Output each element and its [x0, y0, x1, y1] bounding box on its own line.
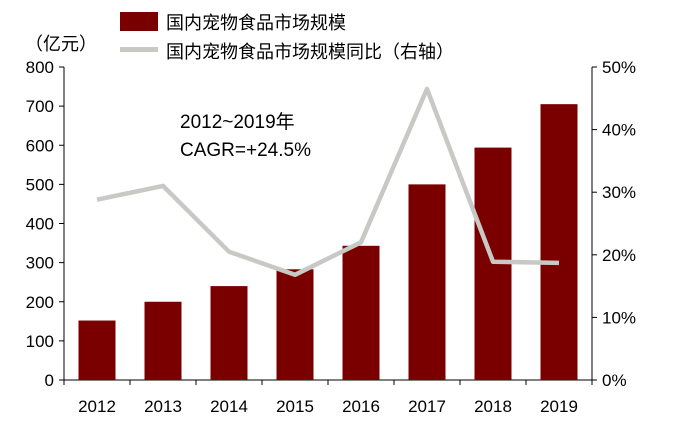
bars-group [78, 104, 578, 380]
y-right-tick-label: 50% [602, 58, 636, 77]
y-left-tick-label: 600 [26, 136, 54, 155]
cagr-annotation-line1: 2012~2019年 [180, 111, 295, 133]
bar-2012 [78, 320, 116, 380]
bar-2014 [210, 286, 248, 380]
x-tick-label: 2013 [144, 397, 182, 416]
y-left-tick-label: 100 [26, 332, 54, 351]
y-right-tick-label: 30% [602, 183, 636, 202]
x-tick-label: 2012 [78, 397, 116, 416]
y-right-tick-label: 0% [602, 371, 627, 390]
legend-bar-label: 国内宠物食品市场规模 [166, 13, 346, 34]
y-left-tick-label: 300 [26, 254, 54, 273]
legend-line-swatch [120, 47, 158, 52]
legend-bar-swatch [120, 12, 158, 31]
x-tick-label: 2017 [408, 397, 446, 416]
x-tick-label: 2016 [342, 397, 380, 416]
ticks-group: 0 100 200 300 400 500 600 700 800 0% 10% 20% 30% 40% 5… [26, 58, 636, 416]
x-tick-label: 2014 [210, 397, 248, 416]
line-series-group [96, 86, 560, 278]
bar-2017 [408, 184, 446, 380]
y-right-tick-label: 20% [602, 246, 636, 265]
y-left-tick-label: 0 [45, 371, 54, 390]
y-right-tick-label: 10% [602, 308, 636, 327]
bar-2016 [342, 245, 380, 380]
y-left-unit-label: （亿元） [25, 34, 97, 55]
y-left-tick-label: 700 [26, 97, 54, 116]
bar-2013 [144, 301, 182, 380]
yoy-growth-line [96, 86, 560, 278]
y-left-tick-label: 500 [26, 175, 54, 194]
bar-2015 [276, 269, 314, 380]
y-left-tick-label: 800 [26, 58, 54, 77]
legend: 国内宠物食品市场规模 国内宠物食品市场规模同比（右轴） [120, 12, 454, 63]
legend-line-label: 国内宠物食品市场规模同比（右轴） [166, 42, 454, 63]
bar-2019 [540, 104, 578, 380]
y-left-tick-label: 200 [26, 293, 54, 312]
x-tick-label: 2015 [276, 397, 314, 416]
y-right-tick-label: 40% [602, 121, 636, 140]
y-left-tick-label: 400 [26, 215, 54, 234]
x-tick-label: 2019 [540, 397, 578, 416]
cagr-annotation-line2: CAGR=+24.5% [180, 140, 311, 161]
x-tick-label: 2018 [474, 397, 512, 416]
